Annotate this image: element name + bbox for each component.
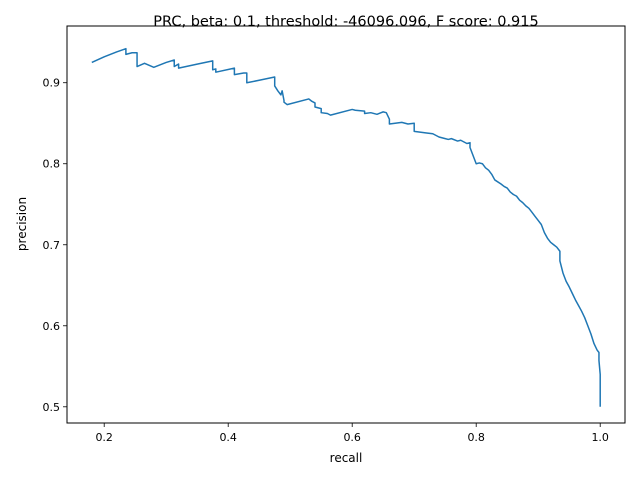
y-tick-label: 0.9: [43, 77, 61, 90]
chart-title: PRC, beta: 0.1, threshold: -46096.096, F…: [153, 14, 538, 30]
y-axis-label: precision: [15, 197, 29, 251]
x-tick-label: 0.8: [467, 431, 485, 444]
y-tick-label: 0.5: [43, 401, 61, 414]
series-layer: [91, 47, 601, 407]
x-tick-label: 0.2: [95, 431, 113, 444]
x-tick-label: 0.6: [343, 431, 361, 444]
x-tick-label: 0.4: [219, 431, 237, 444]
x-tick-label: 1.0: [591, 431, 609, 444]
x-axis: 0.2 0.4 0.6 0.8 1.0: [95, 423, 609, 444]
x-axis-label: recall: [330, 451, 363, 465]
y-axis: 0.5 0.6 0.7 0.8 0.9: [43, 77, 67, 414]
y-tick-label: 0.7: [43, 239, 61, 252]
precision-recall-curve: [91, 47, 601, 407]
plot-frame: [66, 25, 626, 424]
y-tick-label: 0.8: [43, 158, 61, 171]
y-tick-label: 0.6: [43, 320, 61, 333]
